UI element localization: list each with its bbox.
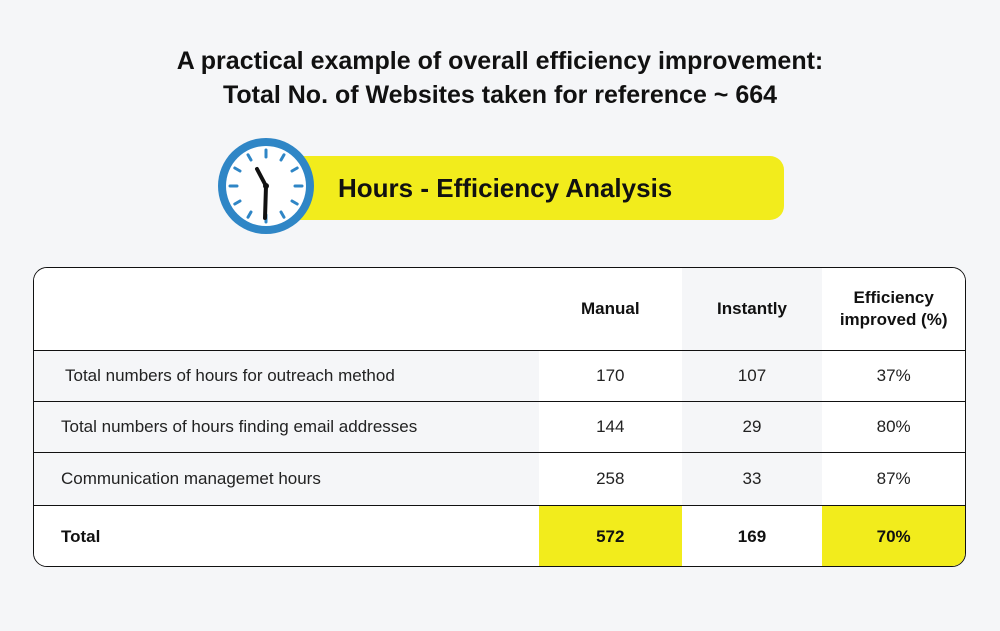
banner-label: Hours - Efficiency Analysis bbox=[338, 173, 673, 203]
row-manual: 258 bbox=[538, 452, 682, 505]
row-manual: 144 bbox=[538, 401, 682, 452]
row-efficiency: 87% bbox=[822, 452, 965, 505]
table-total-row: Total 572 169 70% bbox=[34, 505, 965, 566]
total-label: Total bbox=[34, 505, 539, 566]
divider bbox=[34, 401, 965, 402]
header-manual: Manual bbox=[538, 268, 682, 350]
row-efficiency: 37% bbox=[822, 350, 965, 401]
row-label: Total numbers of hours finding email add… bbox=[34, 401, 539, 452]
total-efficiency: 70% bbox=[822, 505, 965, 566]
row-instantly: 33 bbox=[681, 452, 823, 505]
table-header-row: Manual Instantly Efficiency improved (%) bbox=[34, 268, 965, 350]
divider bbox=[34, 452, 965, 453]
table-row: Total numbers of hours finding email add… bbox=[34, 401, 965, 452]
page-title: A practical example of overall efficienc… bbox=[0, 44, 1000, 112]
row-label: Communication managemet hours bbox=[34, 452, 539, 505]
row-manual: 170 bbox=[538, 350, 682, 401]
divider bbox=[34, 350, 965, 351]
header-efficiency-line2: improved (%) bbox=[839, 310, 948, 329]
header-efficiency-line1: Efficiency bbox=[853, 288, 934, 307]
divider bbox=[34, 505, 965, 506]
table-row: Communication managemet hours 258 33 87% bbox=[34, 452, 965, 505]
row-instantly: 29 bbox=[681, 401, 823, 452]
section-banner bbox=[272, 156, 784, 220]
clock-icon bbox=[218, 138, 314, 234]
row-label: Total numbers of hours for outreach meth… bbox=[34, 350, 539, 401]
header-blank bbox=[34, 268, 539, 350]
title-line-2: Total No. of Websites taken for referenc… bbox=[222, 81, 778, 109]
header-efficiency: Efficiency improved (%) bbox=[822, 268, 965, 350]
total-manual: 572 bbox=[538, 505, 682, 566]
row-instantly: 107 bbox=[681, 350, 823, 401]
table-row: Total numbers of hours for outreach meth… bbox=[34, 350, 965, 401]
efficiency-table: Manual Instantly Efficiency improved (%) … bbox=[33, 267, 966, 567]
header-instantly: Instantly bbox=[681, 268, 823, 350]
row-efficiency: 80% bbox=[822, 401, 965, 452]
total-instantly: 169 bbox=[681, 505, 823, 566]
title-line-1: A practical example of overall efficienc… bbox=[176, 47, 824, 75]
